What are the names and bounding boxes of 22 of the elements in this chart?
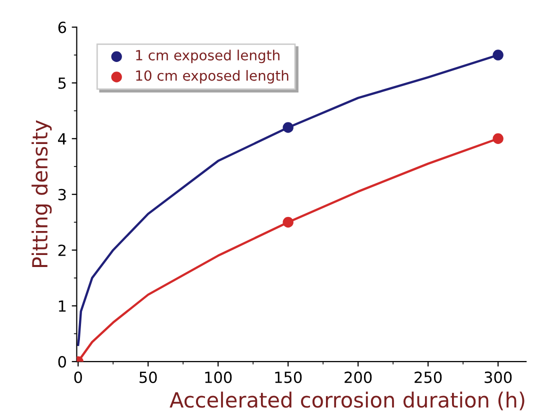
y-tick-label: 6: [58, 22, 66, 34]
x-tick-label: 250: [414, 372, 442, 384]
x-axis-title: Accelerated corrosion duration (h): [170, 392, 524, 410]
x-tick-label: 200: [344, 372, 372, 384]
point: [492, 133, 504, 144]
x-tick-label: 150: [275, 372, 302, 384]
y-tick-label: 4: [58, 133, 66, 144]
point: [282, 122, 294, 133]
y-tick-label: 5: [58, 78, 66, 89]
y-tick-label: 1: [58, 300, 66, 312]
y-tick-label: 3: [58, 188, 66, 200]
point: [282, 216, 294, 228]
x-tick-label: 100: [205, 372, 232, 384]
x-tick-label: 0: [74, 372, 82, 384]
legend-label: 1 cm exposed length: [136, 50, 280, 64]
y-axis-title: Pitting density: [32, 120, 52, 268]
y-tick-label: 0: [58, 356, 66, 368]
x-tick-label: 50: [140, 372, 157, 384]
legend-label: 10 cm exposed length: [136, 70, 288, 84]
point: [492, 50, 504, 60]
y-tick-label: 2: [58, 244, 66, 256]
x-tick-label: 300: [484, 372, 512, 384]
